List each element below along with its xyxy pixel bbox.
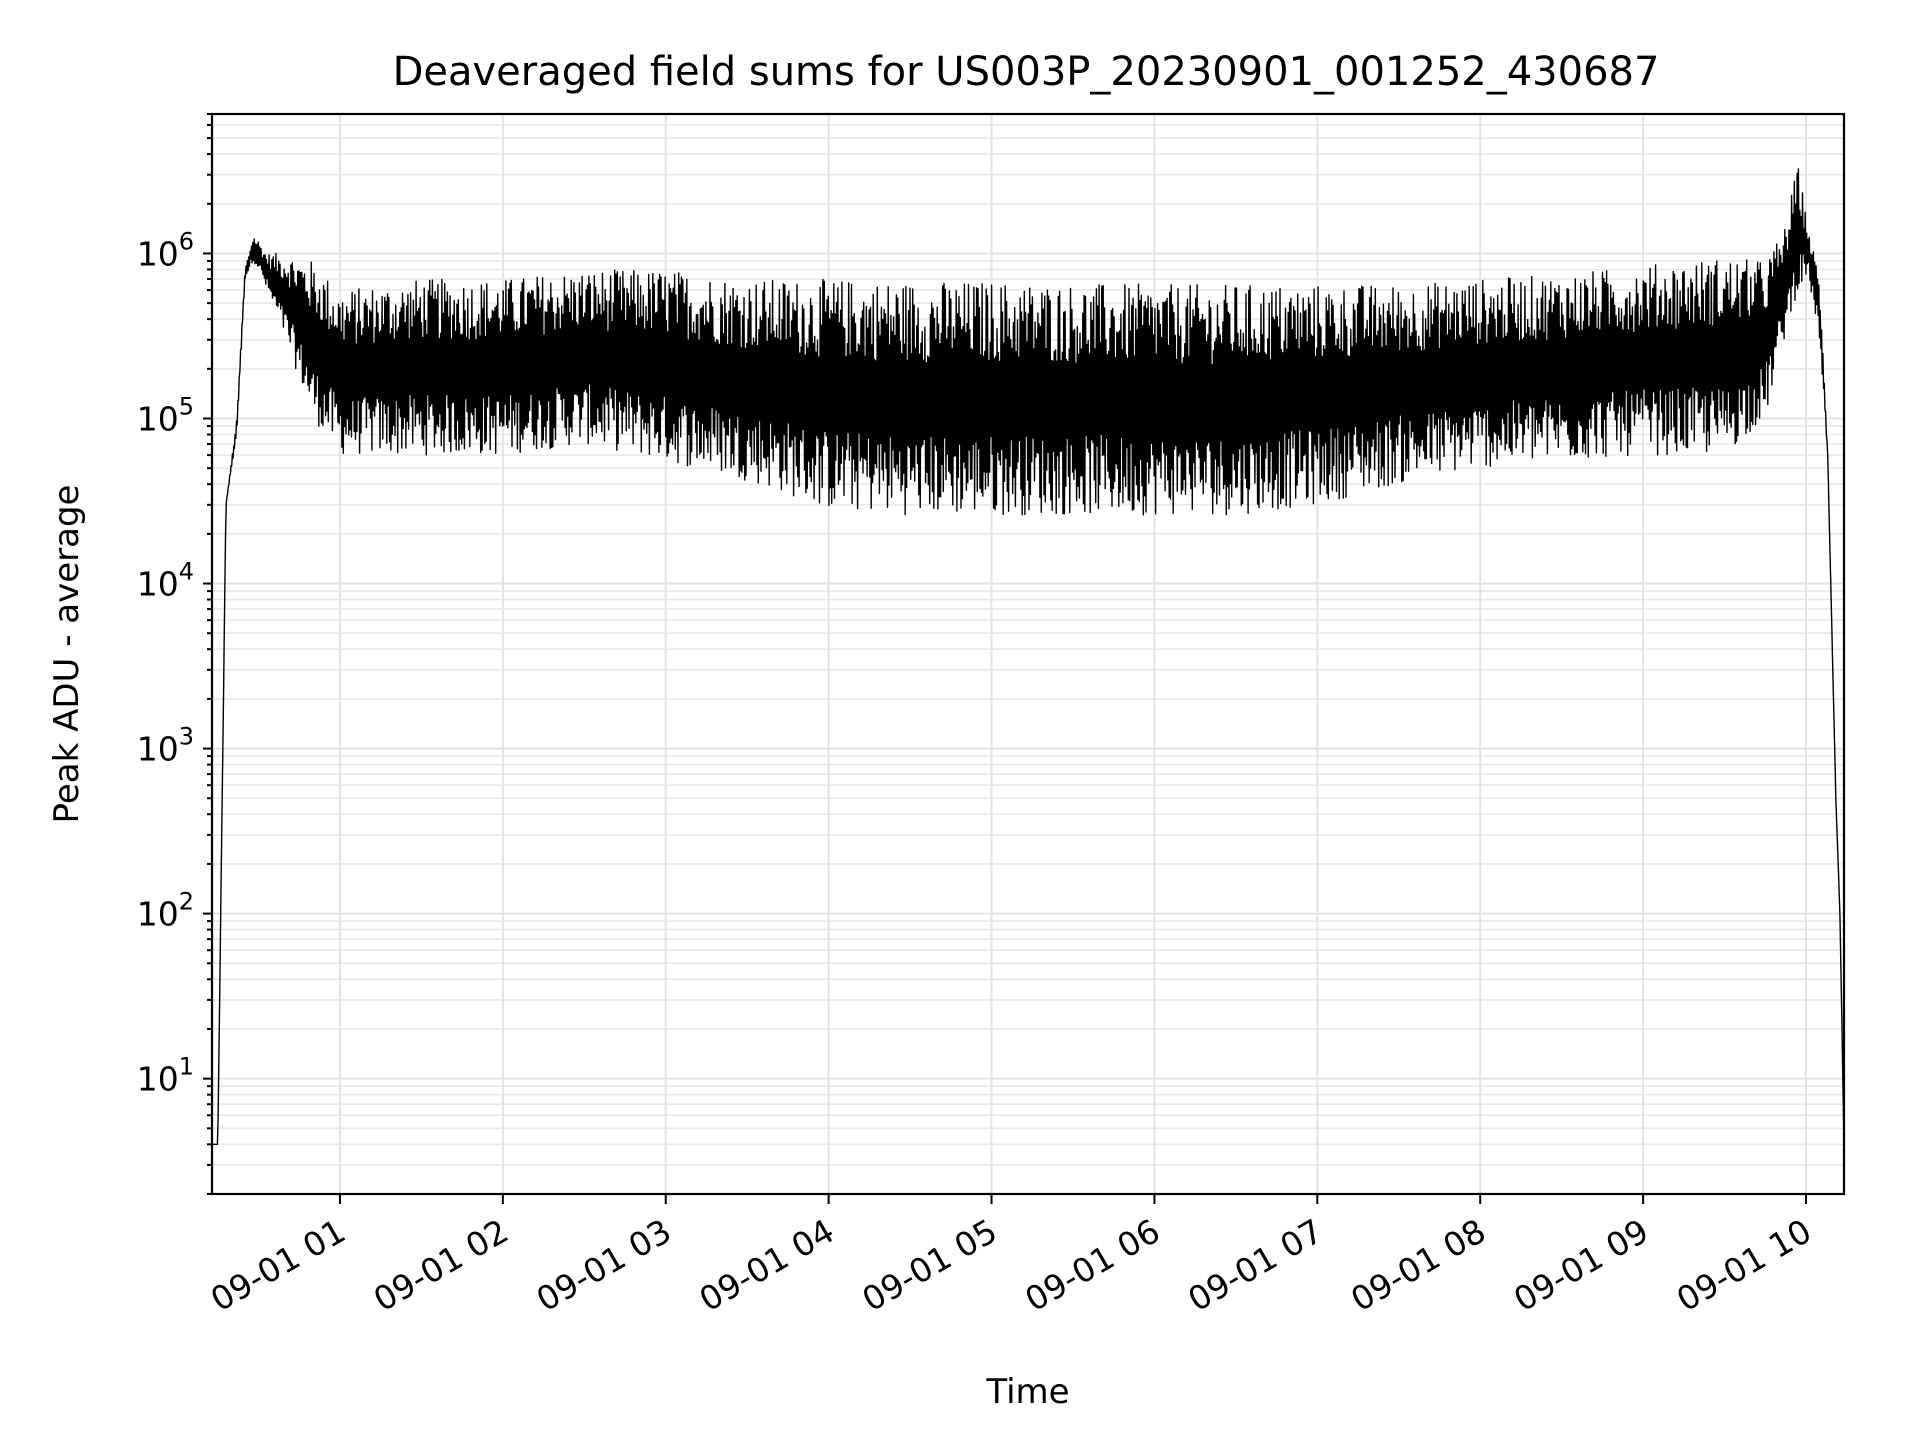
y-tick-label: 103 (137, 723, 194, 769)
series-layer (211, 168, 1845, 1146)
y-tick-label: 104 (137, 558, 194, 604)
y-axis-label: Peak ADU - average (47, 485, 87, 824)
plot-frame (210, 112, 1846, 1196)
chart-title: Deaveraged field sums for US003P_2023090… (393, 49, 1660, 95)
y-tick-label: 105 (137, 393, 194, 439)
y-axis-ticks: 101 102 103 104 105 106 (137, 113, 212, 1195)
x-axis-label: Time (985, 1372, 1069, 1412)
y-tick-label: 102 (137, 888, 194, 934)
grid (212, 113, 1844, 1195)
y-tick-label: 101 (137, 1053, 194, 1099)
y-tick-label: 106 (137, 227, 194, 273)
series-line (211, 168, 1845, 1146)
